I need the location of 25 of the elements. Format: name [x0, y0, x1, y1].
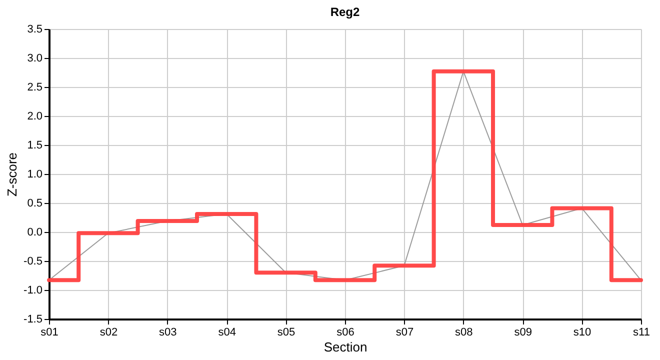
x-tick-label: s01 [40, 326, 58, 338]
y-tick-label: 1.0 [27, 168, 42, 180]
x-tick-label: s09 [514, 326, 532, 338]
y-axis-title: Z-score [4, 152, 20, 197]
x-axis-title: Section [324, 340, 368, 354]
x-tick-label: s02 [100, 326, 118, 338]
x-tick-label: s04 [218, 326, 236, 338]
x-tick-label: s06 [336, 326, 354, 338]
chart-title: Reg2 [330, 5, 360, 19]
y-tick-label: 1.5 [27, 140, 42, 152]
x-tick-label: s10 [573, 326, 592, 338]
x-tick-label: s11 [633, 326, 650, 338]
y-tick-label: 3.0 [27, 52, 42, 64]
y-tick-label: 3.5 [27, 24, 42, 36]
y-tick-label: 0.0 [27, 226, 42, 238]
x-tick-label: s07 [396, 326, 414, 338]
y-tick-label: -1.0 [24, 284, 42, 296]
y-tick-label: -1.5 [24, 314, 42, 326]
y-tick-label: 2.0 [27, 110, 42, 122]
y-tick-label: 0.5 [27, 198, 42, 210]
y-tick-label: 2.5 [27, 82, 42, 94]
x-tick-label: s05 [277, 326, 296, 338]
x-tick-label: s03 [159, 326, 177, 338]
y-tick-label: -0.5 [24, 256, 42, 268]
x-tick-label: s08 [455, 326, 473, 338]
